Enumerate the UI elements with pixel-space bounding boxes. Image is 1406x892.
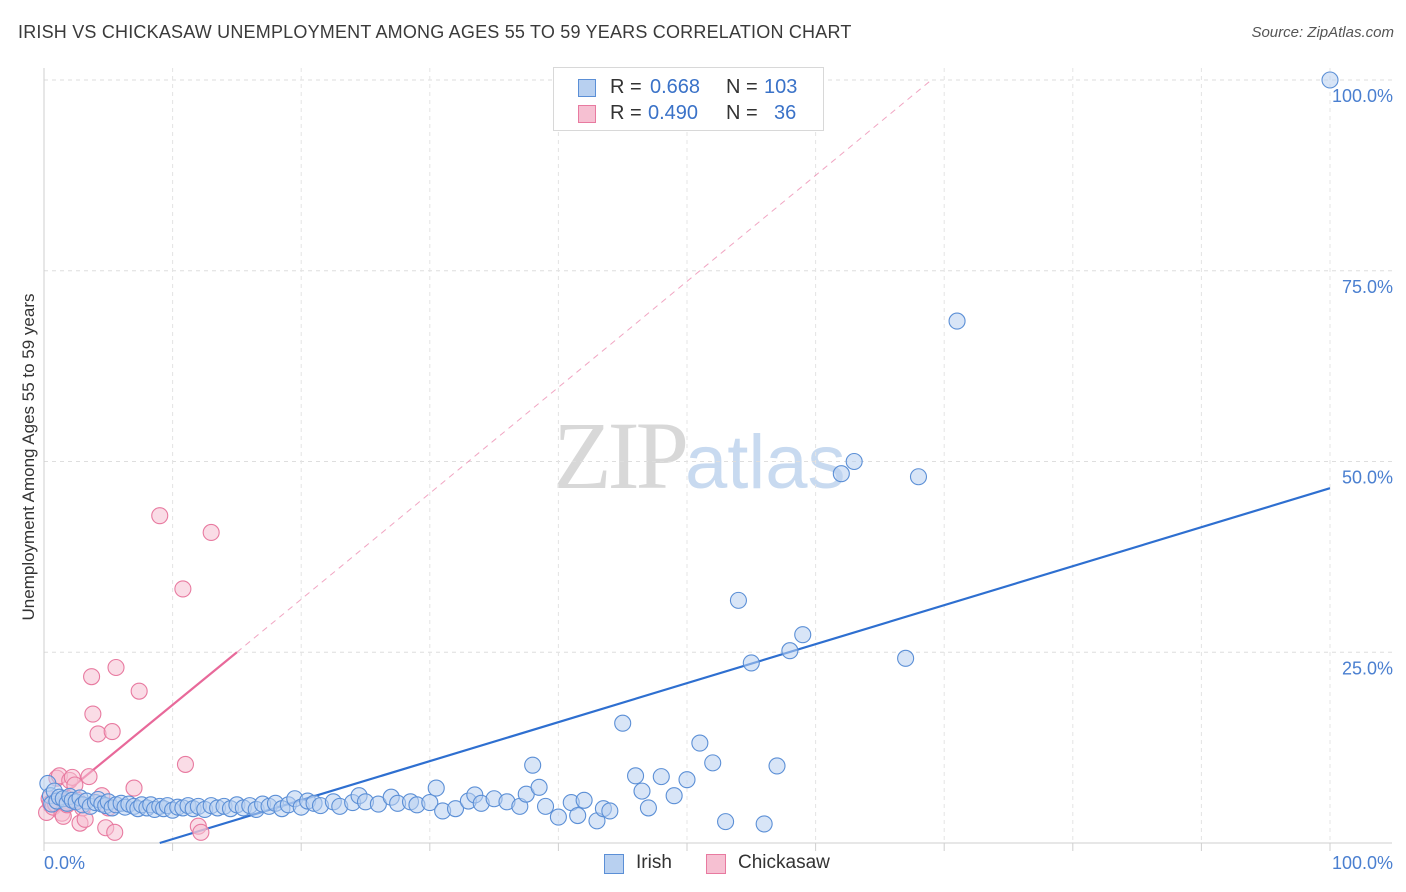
grid-lines <box>44 68 1392 843</box>
watermark-atlas: atlas <box>685 420 846 505</box>
irish-r-label: R = <box>610 76 642 98</box>
irish-point <box>717 813 735 831</box>
irish-point <box>1321 71 1339 89</box>
chickasaw-point <box>80 768 98 786</box>
irish-point <box>704 754 722 772</box>
chickasaw-point <box>192 823 210 841</box>
irish-point <box>729 591 747 609</box>
irish-point <box>575 791 593 809</box>
chart-title: IRISH VS CHICKASAW UNEMPLOYMENT AMONG AG… <box>18 22 852 42</box>
tick-labels: 100.0% 75.0% 50.0% 25.0% 0.0% 100.0% <box>44 86 1393 873</box>
irish-point <box>948 312 966 330</box>
chickasaw-point <box>107 658 125 677</box>
chickasaw-point <box>83 668 101 686</box>
irish-point <box>633 782 651 800</box>
chickasaw-point <box>151 507 169 525</box>
chickasaw-legend-swatch <box>706 854 726 874</box>
irish-point <box>652 768 670 786</box>
chickasaw-point <box>125 779 143 797</box>
chickasaw-point <box>89 725 107 743</box>
watermark: ZIPatlas <box>553 400 846 511</box>
chickasaw-swatch <box>578 105 596 123</box>
irish-point <box>755 815 773 833</box>
chickasaw-point <box>176 755 195 773</box>
irish-swatch <box>578 79 596 97</box>
y-tick-label: 25.0% <box>1342 658 1393 678</box>
irish-point <box>742 654 760 672</box>
irish-point <box>549 808 567 826</box>
irish-n-label: N = <box>726 76 758 98</box>
chickasaw-point <box>103 723 121 741</box>
chickasaw-r-label: R = <box>610 102 642 124</box>
irish-point <box>427 779 445 797</box>
irish-point <box>536 797 555 815</box>
irish-points <box>39 71 1339 833</box>
chickasaw-point <box>202 523 220 542</box>
x-tick-label: 0.0% <box>44 853 85 873</box>
y-tick-label: 50.0% <box>1342 468 1393 488</box>
chickasaw-n-value: 36 <box>774 102 797 124</box>
irish-point <box>832 465 850 483</box>
irish-point <box>569 806 587 825</box>
irish-point <box>897 649 915 667</box>
watermark-zip: ZIP <box>553 402 689 509</box>
source-label: Source: ZipAtlas.com <box>1251 24 1394 41</box>
chickasaw-point <box>106 823 124 841</box>
y-tick-label: 75.0% <box>1342 277 1393 297</box>
irish-point <box>614 714 632 732</box>
irish-point <box>665 787 683 805</box>
chickasaw-point <box>130 682 148 700</box>
chickasaw-trend-line <box>236 79 932 653</box>
irish-legend-label: Irish <box>636 852 672 873</box>
y-tick-label: 100.0% <box>1332 86 1393 106</box>
irish-point <box>794 626 812 644</box>
axes <box>43 68 1392 851</box>
x-tick-label: 100.0% <box>1332 853 1393 873</box>
irish-legend-swatch <box>604 854 624 874</box>
irish-point <box>421 794 439 812</box>
chickasaw-legend-label: Chickasaw <box>738 852 830 873</box>
y-axis-label: Unemployment Among Ages 55 to 59 years <box>19 294 38 621</box>
irish-n-value: 103 <box>764 76 798 98</box>
chickasaw-point <box>84 705 102 723</box>
irish-point <box>678 771 696 789</box>
chickasaw-n-label: N = <box>726 102 758 124</box>
irish-point <box>639 799 657 817</box>
irish-point <box>768 757 786 775</box>
chickasaw-point <box>174 580 192 598</box>
irish-point <box>446 800 465 818</box>
irish-point <box>691 734 709 752</box>
correlation-legend: R = 0.668 N = 103 R = 0.490 N = 36 <box>553 67 824 131</box>
chickasaw-r-value: 0.490 <box>648 102 699 124</box>
irish-point <box>845 452 863 471</box>
irish-point <box>781 642 799 660</box>
irish-point <box>601 802 619 820</box>
irish-point <box>530 778 548 796</box>
irish-r-value: 0.668 <box>650 76 701 98</box>
irish-point <box>627 767 645 785</box>
irish-point <box>909 468 928 486</box>
irish-point <box>524 756 542 774</box>
